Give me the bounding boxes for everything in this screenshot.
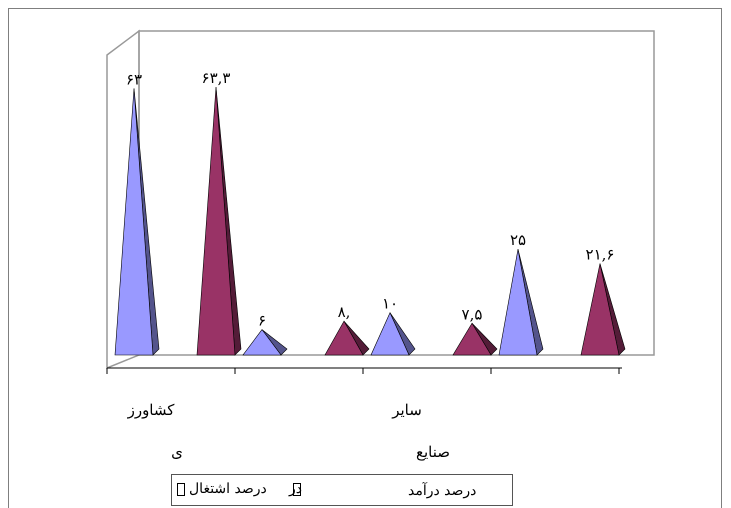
bar-front	[370, 311, 410, 356]
category-label: سایر	[391, 401, 422, 419]
data-label: ۶۳,۳	[202, 69, 231, 87]
bar	[498, 249, 544, 356]
data-label: ۱۰	[382, 295, 398, 313]
data-label: ۶۳	[126, 70, 142, 88]
data-label: ۲۱,۶	[586, 246, 615, 264]
bar-front	[580, 263, 620, 356]
legend: درصد اشتغال در درصد درآمد	[171, 474, 513, 506]
data-label: ۲۵	[510, 231, 526, 249]
legend-label-series-1: درصد اشتغال	[189, 481, 267, 497]
category-label: کشاورز	[127, 401, 176, 419]
category-label: صنایع	[416, 443, 450, 461]
bar	[452, 322, 498, 356]
bar-front	[196, 87, 236, 356]
bar-front	[452, 322, 492, 356]
data-labels-group: ۶۳ ۶ ۱۰ ۲۵ ۶۳,۳ ۸, ۷,۵ ۲۱,۶	[126, 69, 615, 329]
x-axis-ticks	[106, 368, 620, 374]
data-label: ۶	[258, 312, 266, 330]
chart-frame	[8, 8, 722, 508]
bars-group	[114, 87, 626, 356]
bar	[196, 87, 242, 356]
legend-swatch-series-1	[177, 483, 185, 496]
bar	[370, 311, 416, 356]
data-label: ۷,۵	[462, 305, 483, 323]
category-label: ی	[171, 443, 183, 461]
bar	[580, 263, 626, 356]
bar-front	[498, 249, 538, 356]
bar-front	[324, 320, 364, 356]
data-label: ۸,	[338, 303, 351, 321]
bar	[324, 320, 370, 356]
bar-front	[242, 329, 282, 356]
legend-label-series-2: درصد درآمد	[408, 483, 477, 499]
legend-label-series-2-fragment: در	[289, 481, 302, 497]
category-labels-group: کشاورز ی سایر صنایع	[127, 401, 450, 461]
bar-front	[114, 88, 154, 356]
bar	[242, 329, 288, 356]
bar	[114, 88, 160, 356]
legend-swatch-series-2	[293, 483, 301, 496]
